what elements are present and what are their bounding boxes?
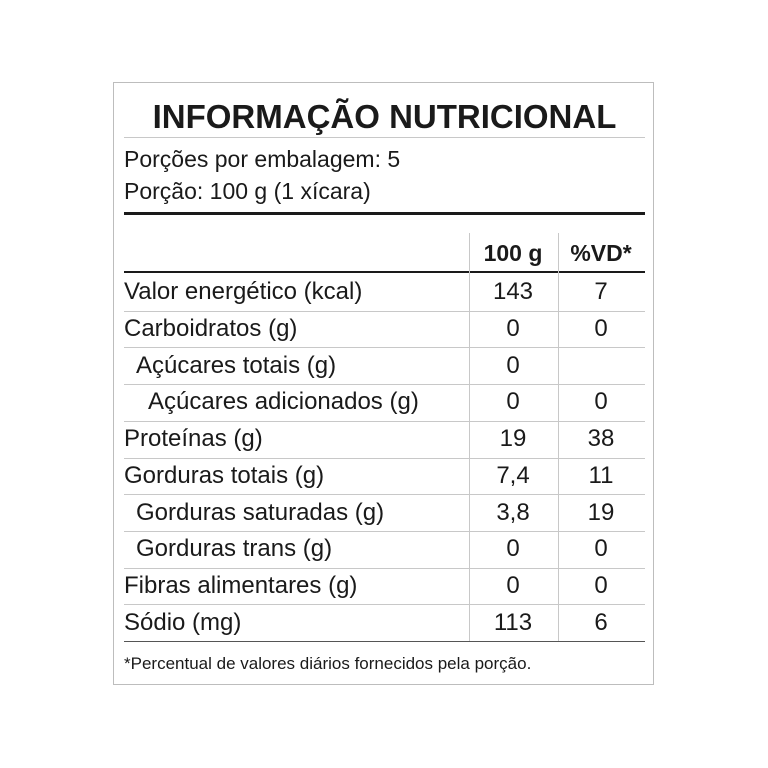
- nutrient-value: 7,4: [496, 461, 530, 489]
- nutrient-value: 0: [594, 315, 608, 343]
- nutrient-value: 0: [594, 535, 608, 563]
- nutrient-value: 11: [588, 461, 614, 489]
- column-divider: [469, 233, 470, 641]
- row-divider: [124, 457, 645, 459]
- nutrient-value: 0: [506, 571, 520, 599]
- nutrient-name: Carboidratos (g): [124, 315, 298, 343]
- row-divider: [124, 384, 645, 386]
- nutrient-value: 0: [506, 315, 520, 343]
- divider: [124, 137, 645, 138]
- header-divider: [124, 271, 645, 273]
- nutrient-name: Gorduras totais (g): [124, 461, 325, 489]
- row-divider: [124, 641, 645, 642]
- nutrient-value: 7: [594, 278, 608, 306]
- nutrient-value: 143: [492, 278, 534, 306]
- nutrition-label: INFORMAÇÃO NUTRICIONAL Porções por embal…: [113, 82, 654, 685]
- nutrient-name: Proteínas (g): [124, 425, 263, 453]
- nutrient-name: Gorduras trans (g): [136, 535, 333, 563]
- nutrient-value: 0: [594, 571, 608, 599]
- nutrient-name: Açúcares adicionados (g): [148, 388, 419, 416]
- row-divider: [124, 310, 645, 312]
- column-header: 100 g: [483, 240, 543, 266]
- footnote: *Percentual de valores diários fornecido…: [124, 654, 532, 673]
- row-divider: [124, 347, 645, 349]
- nutrient-value: 3,8: [496, 498, 530, 526]
- nutrient-value: 113: [493, 608, 533, 636]
- nutrient-name: Fibras alimentares (g): [124, 571, 358, 599]
- nutrient-name: Sódio (mg): [124, 608, 242, 636]
- nutrient-value: 19: [587, 498, 615, 526]
- thick-divider: [124, 212, 645, 215]
- nutrient-value: 6: [594, 608, 608, 636]
- title: INFORMAÇÃO NUTRICIONAL: [152, 98, 617, 135]
- row-divider: [124, 604, 645, 606]
- column-header: %VD*: [570, 240, 632, 266]
- row-divider: [124, 530, 645, 532]
- column-divider: [558, 233, 559, 641]
- servings: Porções por embalagem: 5: [124, 146, 401, 172]
- nutrient-name: Gorduras saturadas (g): [136, 498, 385, 526]
- nutrient-value: 38: [587, 425, 615, 453]
- nutrient-value: 0: [506, 388, 520, 416]
- nutrient-value: 19: [499, 425, 527, 453]
- nutrient-value: 0: [506, 535, 520, 563]
- row-divider: [124, 567, 645, 569]
- nutrient-value: 0: [594, 388, 608, 416]
- serving-size: Porção: 100 g (1 xícara): [124, 178, 371, 204]
- row-divider: [124, 494, 645, 496]
- nutrient-name: Valor energético (kcal): [124, 278, 363, 306]
- row-divider: [124, 420, 645, 422]
- nutrient-name: Açúcares totais (g): [136, 351, 337, 379]
- nutrient-value: 0: [506, 351, 520, 379]
